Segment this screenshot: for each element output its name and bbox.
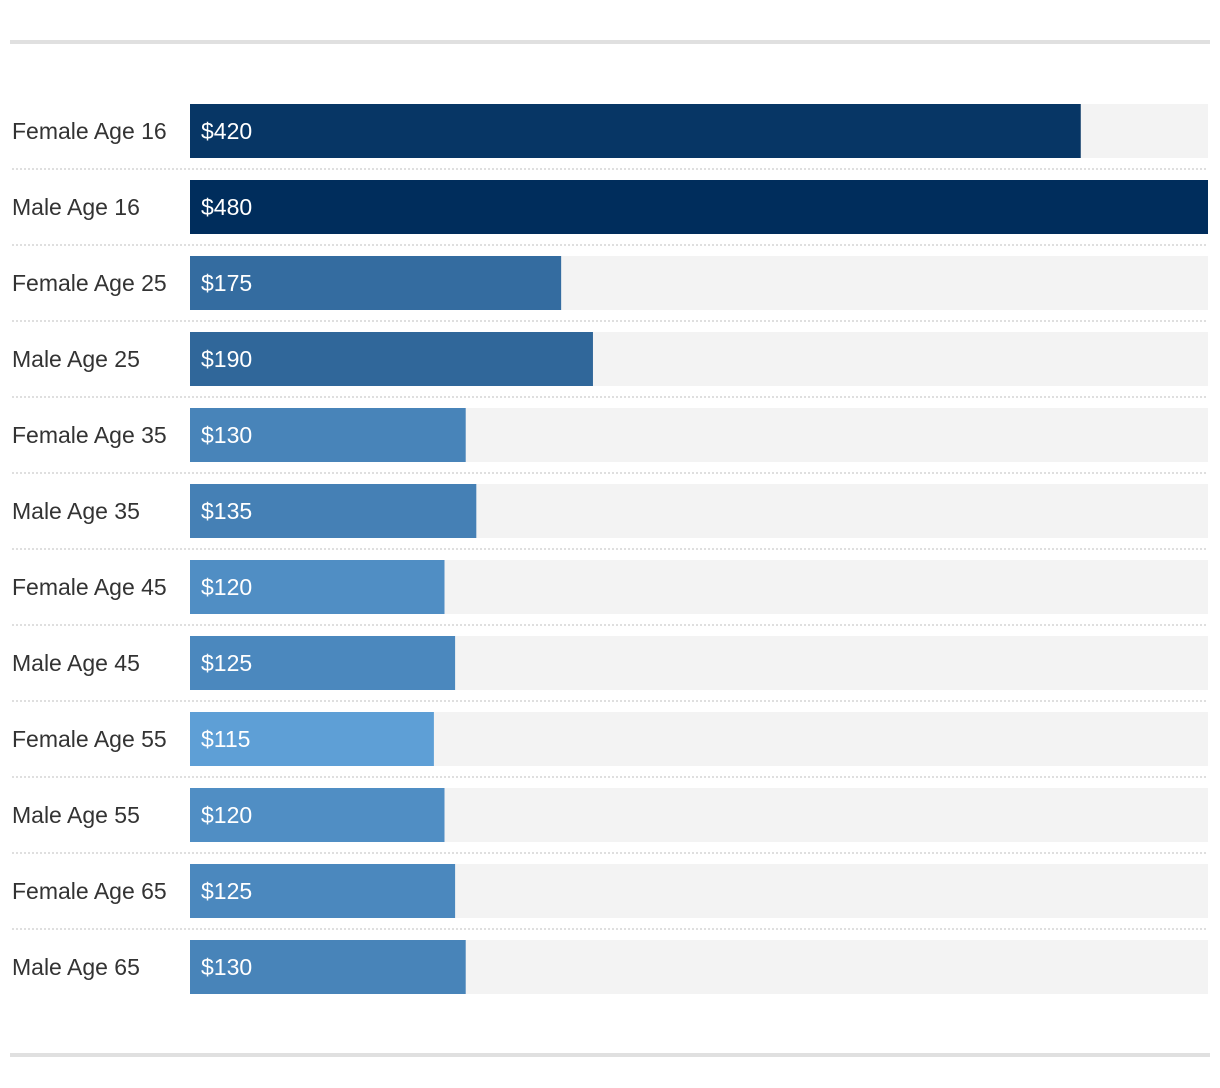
bar [190,864,456,918]
bar-row: Male Age 16 $480 [12,180,1208,246]
bar [190,484,477,538]
bar [190,256,562,310]
value-label: $125 [201,878,252,904]
bar [190,636,456,690]
value-label: $120 [201,574,252,600]
bar [190,408,466,462]
category-label: Male Age 65 [12,954,140,980]
bar-row: Female Age 16 $420 [12,104,1208,170]
category-label: Female Age 65 [12,878,167,904]
value-label: $115 [201,726,250,752]
category-label: Male Age 25 [12,346,140,372]
category-label: Female Age 45 [12,574,167,600]
bar-row: Male Age 55 $120 [12,788,1208,854]
bar-row: Female Age 55 $115 [12,712,1208,778]
bar-row: Male Age 65 $130 [12,940,1208,994]
bar-row: Male Age 45 $125 [12,636,1208,702]
value-label: $120 [201,802,252,828]
top-rule [10,40,1210,44]
category-label: Female Age 25 [12,270,167,296]
category-label: Male Age 16 [12,194,140,220]
category-label: Male Age 45 [12,650,140,676]
category-label: Male Age 55 [12,802,140,828]
value-label: $125 [201,650,252,676]
value-label: $480 [201,194,252,220]
bar [190,180,1208,234]
bar-row: Male Age 25 $190 [12,332,1208,398]
value-label: $190 [201,346,252,372]
category-label: Female Age 16 [12,118,167,144]
bar-row: Female Age 35 $130 [12,408,1208,474]
value-label: $420 [201,118,252,144]
bar [190,560,445,614]
bottom-rule [10,1053,1210,1057]
bar [190,332,593,386]
value-label: $130 [201,954,252,980]
category-label: Female Age 35 [12,422,167,448]
category-label: Male Age 35 [12,498,140,524]
category-label: Female Age 55 [12,726,167,752]
bar-row: Male Age 35 $135 [12,484,1208,550]
value-label: $175 [201,270,252,296]
bar-row: Female Age 45 $120 [12,560,1208,626]
bar [190,104,1081,158]
bar [190,940,466,994]
bar [190,712,434,766]
value-label: $135 [201,498,252,524]
value-label: $130 [201,422,252,448]
bar-row: Female Age 65 $125 [12,864,1208,930]
bar-row: Female Age 25 $175 [12,256,1208,322]
bar [190,788,445,842]
